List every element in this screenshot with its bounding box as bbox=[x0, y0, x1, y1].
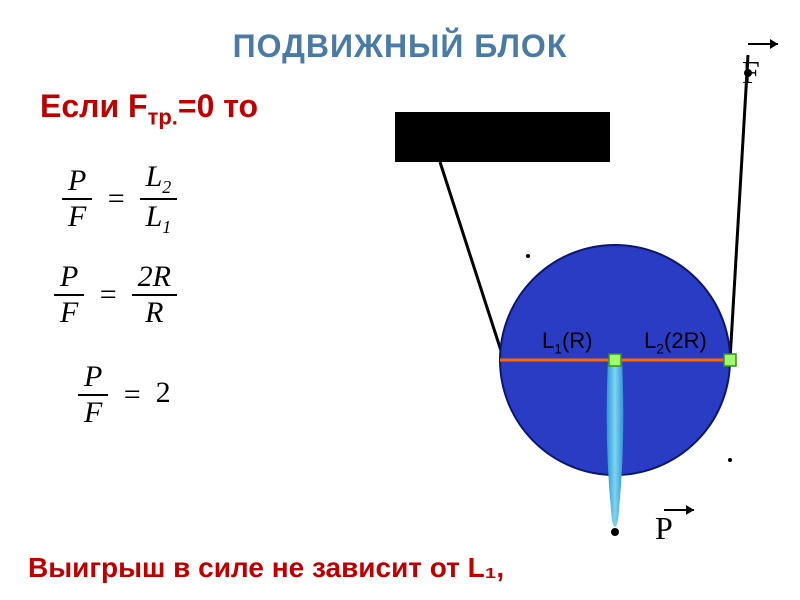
f-label: F bbox=[742, 54, 760, 91]
p-label: P bbox=[655, 510, 673, 547]
axle-marker bbox=[609, 354, 621, 366]
l2-label: L2(2R) bbox=[644, 328, 707, 356]
pulley-diagram bbox=[0, 0, 800, 600]
dot-lower bbox=[728, 458, 732, 462]
rope-left bbox=[440, 162, 504, 360]
right-marker bbox=[724, 354, 736, 366]
load-drop bbox=[607, 360, 624, 527]
ceiling-block bbox=[395, 112, 610, 162]
p-vector-dot bbox=[611, 528, 619, 536]
l1-label: L1(R) bbox=[542, 328, 593, 356]
f-vector-arrow bbox=[748, 39, 778, 49]
dot-upper bbox=[526, 254, 530, 258]
rope-right bbox=[730, 55, 748, 360]
